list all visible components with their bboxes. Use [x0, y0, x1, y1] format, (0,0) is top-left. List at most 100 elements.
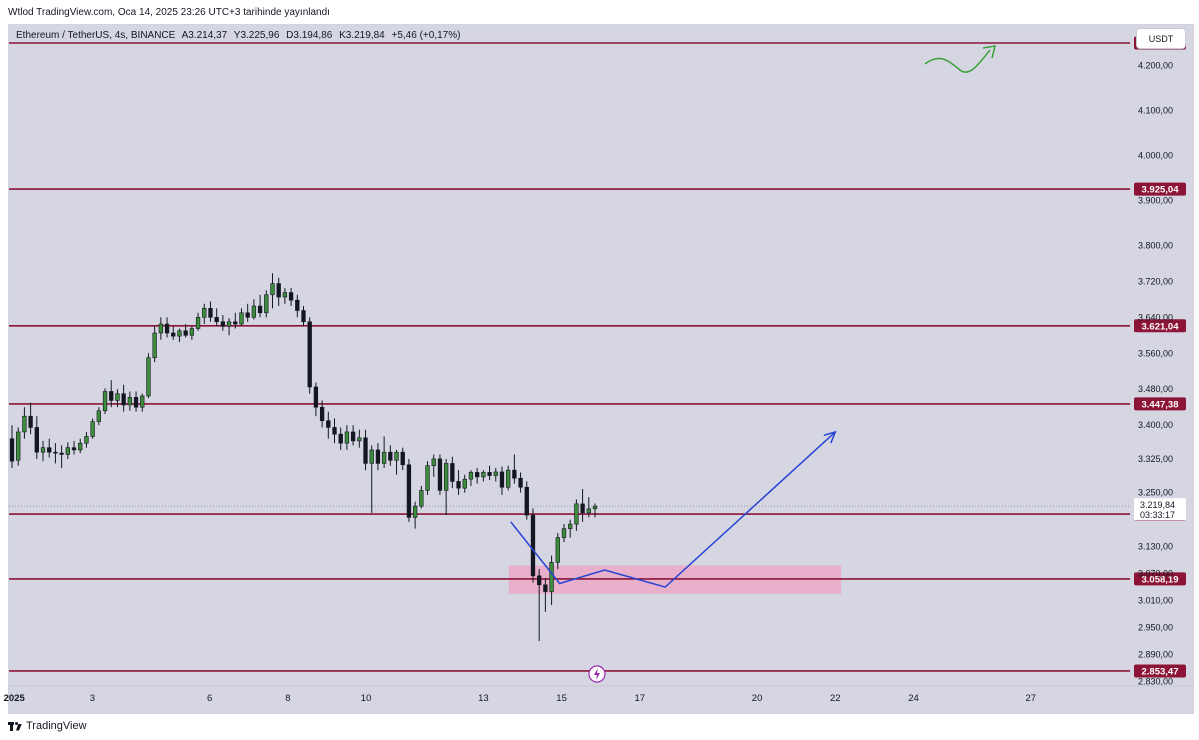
- candle[interactable]: [9, 425, 15, 468]
- candle[interactable]: [506, 465, 511, 491]
- candle[interactable]: [208, 301, 213, 322]
- candle[interactable]: [233, 312, 238, 329]
- candle[interactable]: [301, 306, 306, 327]
- candle[interactable]: [158, 317, 164, 340]
- candle[interactable]: [586, 497, 591, 518]
- candle[interactable]: [96, 407, 101, 426]
- candle[interactable]: [164, 317, 170, 338]
- candle[interactable]: [140, 393, 145, 412]
- candle[interactable]: [555, 533, 560, 570]
- candle[interactable]: [394, 449, 399, 475]
- candle[interactable]: [282, 288, 288, 304]
- candle[interactable]: [313, 382, 319, 417]
- candle[interactable]: [226, 318, 232, 336]
- candle[interactable]: [431, 454, 436, 477]
- candle[interactable]: [71, 440, 77, 455]
- candle[interactable]: [239, 308, 244, 327]
- candle[interactable]: [468, 470, 474, 486]
- candle[interactable]: [109, 380, 114, 408]
- candle[interactable]: [307, 317, 312, 394]
- candle[interactable]: [456, 470, 461, 495]
- candle[interactable]: [524, 481, 529, 520]
- candle[interactable]: [537, 569, 542, 642]
- candle[interactable]: [220, 315, 226, 331]
- candle[interactable]: [257, 294, 263, 318]
- candle[interactable]: [276, 277, 281, 307]
- candle[interactable]: [78, 438, 83, 454]
- candle[interactable]: [338, 427, 343, 450]
- candle[interactable]: [499, 466, 505, 495]
- candle[interactable]: [146, 353, 151, 399]
- candle[interactable]: [245, 303, 250, 322]
- candle[interactable]: [388, 445, 393, 466]
- candle[interactable]: [437, 454, 443, 495]
- candle[interactable]: [171, 326, 176, 340]
- candle[interactable]: [183, 324, 188, 338]
- chart-pane[interactable]: [8, 24, 1194, 714]
- candle[interactable]: [177, 328, 182, 343]
- currency-button[interactable]: USDT: [1136, 28, 1186, 49]
- symbol-name[interactable]: Ethereum / TetherUS, 4s, BINANCE: [16, 30, 176, 41]
- candle[interactable]: [425, 461, 430, 495]
- candle[interactable]: [189, 326, 195, 340]
- candle[interactable]: [28, 402, 33, 435]
- projection-path[interactable]: [510, 431, 836, 588]
- candle[interactable]: [543, 578, 548, 612]
- candle[interactable]: [59, 445, 64, 468]
- candle[interactable]: [512, 454, 517, 484]
- candle[interactable]: [115, 389, 120, 408]
- candle[interactable]: [16, 427, 21, 466]
- candle[interactable]: [40, 440, 46, 462]
- brand-name[interactable]: TradingView: [26, 720, 87, 732]
- candle[interactable]: [400, 447, 405, 471]
- candle[interactable]: [462, 474, 467, 493]
- candle[interactable]: [326, 411, 331, 439]
- candle[interactable]: [270, 273, 275, 309]
- candle[interactable]: [127, 391, 133, 411]
- candle[interactable]: [518, 472, 523, 493]
- candle[interactable]: [363, 429, 368, 471]
- candle[interactable]: [195, 312, 201, 331]
- candle[interactable]: [580, 489, 585, 522]
- candle[interactable]: [251, 299, 257, 320]
- candle[interactable]: [121, 384, 126, 412]
- candle[interactable]: [481, 470, 486, 482]
- candle[interactable]: [65, 442, 70, 459]
- candle[interactable]: [530, 508, 536, 583]
- candle[interactable]: [474, 467, 480, 484]
- candle[interactable]: [450, 456, 455, 489]
- candle[interactable]: [34, 416, 39, 459]
- candle[interactable]: [295, 294, 300, 318]
- candle[interactable]: [22, 407, 27, 439]
- candle[interactable]: [350, 425, 356, 446]
- candle[interactable]: [561, 524, 567, 543]
- candle[interactable]: [412, 501, 418, 529]
- candle[interactable]: [592, 503, 598, 518]
- candle[interactable]: [419, 485, 424, 509]
- candle[interactable]: [549, 555, 554, 606]
- candle[interactable]: [332, 418, 337, 444]
- candle[interactable]: [487, 465, 492, 481]
- candle[interactable]: [568, 519, 573, 538]
- candle[interactable]: [133, 391, 139, 412]
- candle[interactable]: [443, 458, 449, 516]
- candle[interactable]: [53, 443, 58, 464]
- candle[interactable]: [574, 499, 579, 531]
- candle[interactable]: [381, 436, 387, 468]
- candle[interactable]: [319, 400, 325, 428]
- candle[interactable]: [493, 467, 498, 482]
- candle[interactable]: [202, 303, 207, 325]
- candle[interactable]: [214, 308, 219, 327]
- candle[interactable]: [90, 418, 95, 439]
- candle[interactable]: [152, 326, 157, 363]
- candle[interactable]: [406, 458, 412, 522]
- candle[interactable]: [84, 431, 89, 448]
- candle[interactable]: [288, 288, 294, 307]
- candle[interactable]: [47, 438, 52, 458]
- candle[interactable]: [369, 445, 374, 513]
- candle[interactable]: [102, 388, 108, 414]
- candle[interactable]: [357, 429, 362, 448]
- candle[interactable]: [344, 425, 350, 450]
- candle[interactable]: [375, 443, 381, 471]
